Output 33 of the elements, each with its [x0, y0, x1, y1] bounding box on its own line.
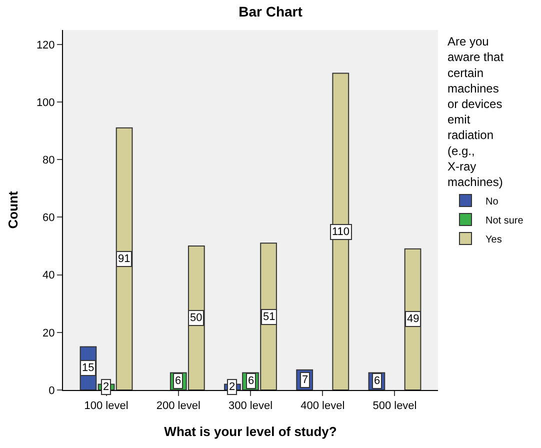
bar — [332, 72, 350, 390]
data-label: 6 — [374, 375, 380, 387]
data-label: 15 — [82, 362, 94, 374]
legend-label: Yes — [486, 234, 502, 246]
data-label: 2 — [103, 381, 110, 393]
data-label: 50 — [190, 312, 202, 324]
data-label: 2 — [229, 381, 236, 393]
y-tick-label: 100 — [36, 96, 55, 109]
y-tick-label: 120 — [36, 39, 55, 52]
legend-label: No — [486, 196, 499, 208]
x-tick-label: 400 level — [300, 400, 345, 412]
text: Are you aware that certain machines or devices emit radiation (e.g., X-ray machines) — [448, 34, 504, 189]
y-tick-label: 80 — [42, 154, 55, 166]
y-tick-label: 0 — [48, 384, 55, 397]
x-tick-label: 200 level — [156, 400, 200, 412]
x-tick-label: 500 level — [372, 400, 417, 412]
data-label: 110 — [332, 226, 350, 238]
data-label: 49 — [407, 313, 420, 325]
x-tick-label: 100 level — [84, 400, 128, 412]
x-tick-label: 300 level — [228, 400, 273, 412]
data-label: 6 — [248, 375, 254, 387]
data-label: 7 — [302, 374, 308, 386]
y-tick-label: 20 — [42, 327, 55, 340]
y-axis-title: Count — [5, 190, 20, 229]
data-label: 6 — [175, 375, 182, 387]
x-axis-title: What is your level of study? — [164, 424, 337, 439]
bar — [404, 248, 422, 390]
data-label: 91 — [118, 253, 130, 265]
y-tick-label: 60 — [42, 212, 55, 224]
data-label: 51 — [263, 311, 276, 323]
legend-label: Not sure — [486, 215, 524, 226]
y-tick-label: 40 — [42, 270, 55, 282]
chart-title: Bar Chart — [238, 4, 303, 20]
